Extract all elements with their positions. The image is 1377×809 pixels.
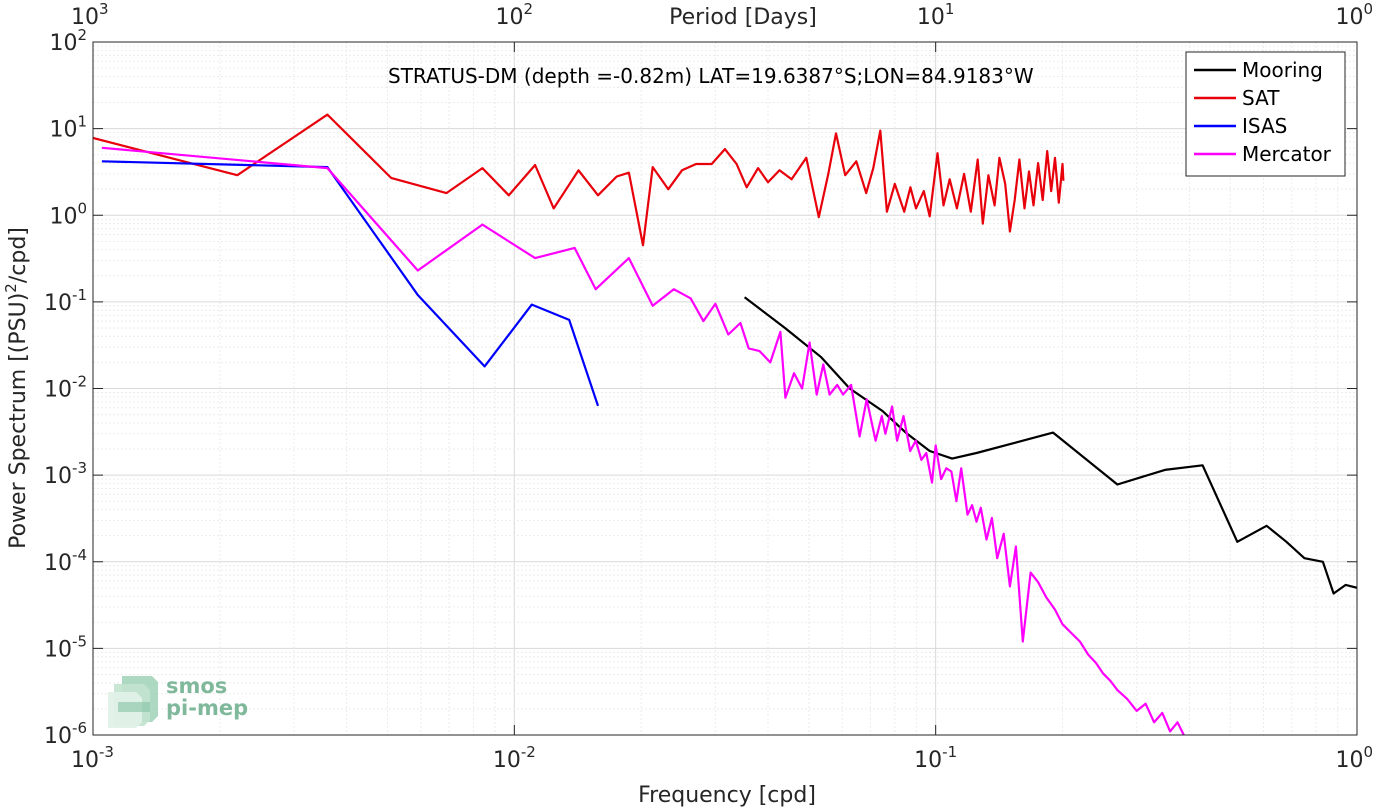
y-tick-label-base: 10 (44, 464, 72, 489)
smos-pi-mep-logo: smos pi-mep (108, 674, 248, 728)
top-tick-label-exp: 3 (99, 0, 109, 18)
x-tick-label-base: 10 (1335, 748, 1363, 773)
legend-label-mercator: Mercator (1242, 142, 1332, 166)
series-line-mooring (743, 296, 1357, 595)
legend-label-sat: SAT (1242, 86, 1280, 110)
y-tick-label-base: 10 (44, 724, 72, 749)
y-tick-label-base: 10 (44, 378, 72, 403)
y-tick-label-exp: 2 (77, 26, 87, 44)
series-line-mercator (101, 146, 1185, 735)
grid (92, 42, 1357, 736)
top-tick-label: 101 (917, 0, 955, 30)
top-axis-label: Period [Days] (669, 5, 817, 30)
chart-title: STRATUS-DM (depth =-0.82m) LAT=19.6387°S… (388, 64, 1034, 88)
x-tick-label-base: 10 (493, 748, 521, 773)
y-tick-label-base: 10 (44, 637, 72, 662)
y-axis-label-sup: 2 (2, 283, 20, 293)
y-tick-label: 10-3 (44, 459, 87, 489)
y-tick-label-base: 10 (49, 31, 77, 56)
y-axis-label-end: /cpd] (6, 227, 31, 283)
x-tick-label-exp: -3 (99, 743, 114, 761)
y-tick-label-base: 10 (49, 204, 77, 229)
top-tick-label: 100 (1335, 0, 1373, 30)
top-tick-label-exp: 0 (1363, 0, 1373, 18)
legend-label-isas: ISAS (1242, 114, 1287, 138)
y-tick-label-exp: -5 (72, 632, 87, 650)
y-tick-label: 10-1 (44, 286, 87, 316)
x-tick-label-exp: 0 (1363, 743, 1373, 761)
top-tick-label: 103 (71, 0, 109, 30)
y-tick-label-exp: 0 (77, 199, 87, 217)
y-tick-label: 10-4 (44, 546, 87, 576)
y-tick-label: 10-5 (44, 632, 87, 662)
y-axis-label-main: Power Spectrum [(PSU) (6, 293, 31, 549)
y-axis-label: Power Spectrum [(PSU)2/cpd] (2, 227, 31, 549)
y-tick-label: 102 (49, 26, 87, 56)
y-tick-label-exp: -4 (72, 546, 87, 564)
x-tick-label: 10-1 (914, 743, 957, 773)
x-tick-label: 100 (1335, 743, 1373, 773)
y-tick-label: 101 (49, 113, 87, 143)
legend-label-mooring: Mooring (1242, 58, 1323, 82)
y-tick-label-base: 10 (49, 118, 77, 143)
top-tick-label: 102 (496, 0, 534, 30)
y-tick-label: 10-6 (44, 719, 87, 749)
y-tick-label-exp: -6 (72, 719, 87, 737)
y-tick-label-base: 10 (44, 291, 72, 316)
x-tick-label-exp: -1 (942, 743, 957, 761)
y-tick-label: 10-2 (44, 373, 87, 403)
top-tick-label-exp: 2 (524, 0, 534, 18)
top-tick-label-base: 10 (1335, 5, 1363, 30)
y-tick-label-exp: -3 (72, 459, 87, 477)
top-tick-label-base: 10 (917, 5, 945, 30)
x-tick-label-base: 10 (71, 748, 99, 773)
top-tick-label-exp: 1 (945, 0, 955, 18)
ticks (92, 41, 1358, 736)
y-tick-label: 100 (49, 199, 87, 229)
x-tick-label: 10-2 (493, 743, 536, 773)
top-tick-label-base: 10 (496, 5, 524, 30)
legend-box (1185, 51, 1346, 177)
y-tick-label-exp: -2 (72, 373, 87, 391)
logo-graphic (108, 676, 158, 728)
top-tick-label-base: 10 (71, 5, 99, 30)
legend: Mooring SAT ISAS Mercator (1185, 51, 1346, 177)
series-line-sat (93, 113, 1065, 247)
x-tick-label-base: 10 (914, 748, 942, 773)
y-tick-label-base: 10 (44, 551, 72, 576)
x-tick-label: 10-3 (71, 743, 114, 773)
y-tick-label-exp: 1 (77, 113, 87, 131)
logo-line1: smos (166, 674, 227, 698)
x-axis-label: Frequency [cpd] (638, 783, 816, 808)
series-lines (93, 113, 1357, 735)
logo-line2: pi-mep (166, 696, 248, 720)
y-tick-label-exp: -1 (72, 286, 87, 304)
x-tick-label-exp: -2 (521, 743, 536, 761)
